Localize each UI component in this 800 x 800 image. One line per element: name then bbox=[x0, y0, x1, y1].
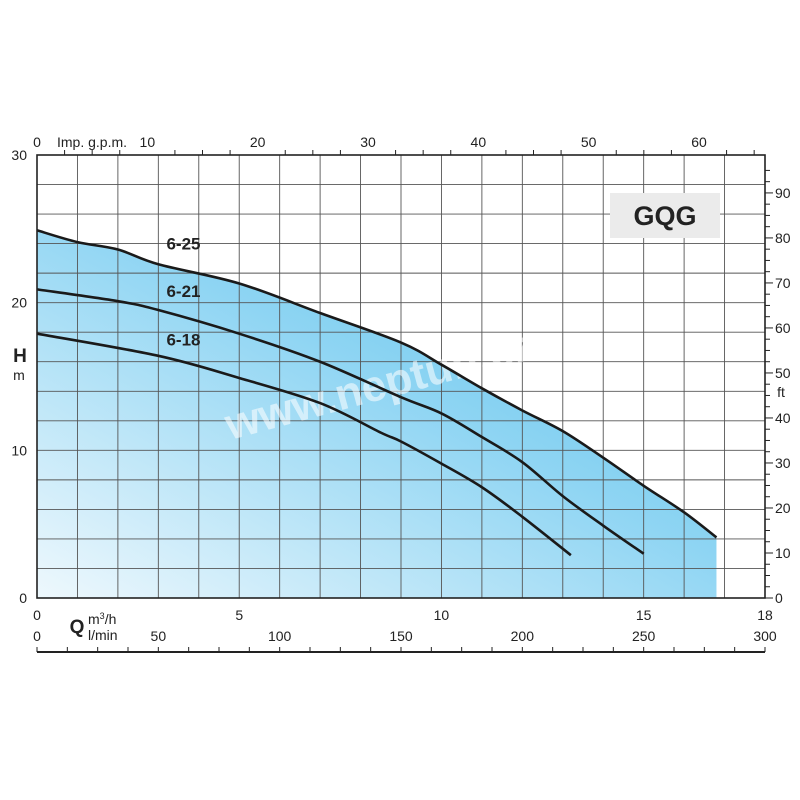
series-label-6-18: 6-18 bbox=[166, 330, 200, 349]
x-axis-label: Q bbox=[70, 617, 85, 638]
y-right-tick-label: 90 bbox=[775, 185, 791, 201]
y-right-tick-label: 80 bbox=[775, 230, 791, 246]
gpm-tick-label: 40 bbox=[471, 134, 487, 150]
x-axis-unit: m3/h bbox=[88, 611, 116, 627]
x-tick-label: 0 bbox=[33, 607, 41, 623]
x-tick-label: 15 bbox=[636, 607, 652, 623]
lmin-tick-label: 250 bbox=[632, 628, 656, 644]
y-left-tick-label: 0 bbox=[19, 590, 27, 606]
y-left-tick-label: 20 bbox=[11, 295, 27, 311]
y-right-tick-label: 50 bbox=[775, 365, 791, 381]
model-label-box bbox=[610, 193, 720, 238]
lmin-tick-label: 200 bbox=[511, 628, 535, 644]
plot-frame bbox=[36, 154, 766, 599]
x-tick-label: 18 bbox=[757, 607, 773, 623]
y-right-tick-label: 0 bbox=[775, 590, 783, 606]
y-right-tick-label: 70 bbox=[775, 275, 791, 291]
chart-title: GQG bbox=[633, 201, 696, 231]
series-line-6-21 bbox=[36, 288, 645, 555]
gpm-tick-label: 30 bbox=[360, 134, 376, 150]
y-left-tick-label: 10 bbox=[11, 442, 27, 458]
operating-area-fill bbox=[37, 230, 717, 598]
y-right-tick-label: 60 bbox=[775, 320, 791, 336]
y-right-tick-label: 30 bbox=[775, 455, 791, 471]
lmin-tick-label: 150 bbox=[389, 628, 413, 644]
series-line-6-18 bbox=[36, 332, 572, 557]
x-axis-top-label: Imp. g.p.m. bbox=[57, 134, 127, 150]
y-right-tick-label: 20 bbox=[775, 500, 791, 516]
lmin-tick-label: 0 bbox=[33, 628, 41, 644]
gpm-tick-label: 60 bbox=[691, 134, 707, 150]
x-axis2-unit: l/min bbox=[88, 627, 118, 643]
series-label-6-25: 6-25 bbox=[166, 235, 200, 254]
gpm-tick-label: 50 bbox=[581, 134, 597, 150]
y-right-tick-label: 10 bbox=[775, 545, 791, 561]
lmin-tick-label: 100 bbox=[268, 628, 292, 644]
y-axis-left-unit: m bbox=[13, 367, 25, 383]
gpm-tick-label: 0 bbox=[33, 134, 41, 150]
lmin-tick-label: 300 bbox=[753, 628, 777, 644]
y-right-tick-label: 40 bbox=[775, 410, 791, 426]
series-label-6-21: 6-21 bbox=[166, 282, 200, 301]
y-axis-right-unit: ft bbox=[777, 384, 785, 400]
gpm-tick-label: 20 bbox=[250, 134, 266, 150]
x-tick-label: 5 bbox=[235, 607, 243, 623]
x-tick-label: 10 bbox=[434, 607, 450, 623]
gpm-tick-label: 10 bbox=[140, 134, 156, 150]
series-line-6-25 bbox=[36, 229, 718, 539]
y-axis-left-label: H bbox=[13, 346, 27, 367]
lmin-tick-label: 50 bbox=[151, 628, 167, 644]
y-left-tick-label: 30 bbox=[11, 147, 27, 163]
